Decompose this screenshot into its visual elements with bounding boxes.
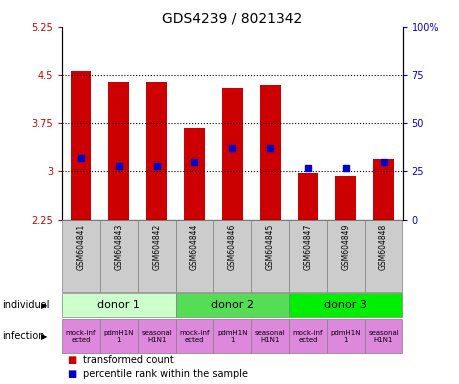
Bar: [335, 176, 355, 220]
Text: pdmH1N
1: pdmH1N 1: [330, 329, 360, 343]
Text: infection: infection: [2, 331, 45, 341]
Bar: [326, 220, 364, 292]
Text: percentile rank within the sample: percentile rank within the sample: [83, 369, 247, 379]
Text: GSM604845: GSM604845: [265, 223, 274, 270]
Text: pdmH1N
1: pdmH1N 1: [103, 329, 134, 343]
Text: ▶: ▶: [41, 301, 48, 310]
Bar: [364, 220, 402, 292]
Text: GSM604846: GSM604846: [227, 223, 236, 270]
Text: donor 2: donor 2: [210, 300, 253, 310]
Bar: [251, 319, 288, 353]
Bar: [71, 71, 91, 220]
Bar: [288, 293, 402, 317]
Bar: [221, 88, 242, 220]
Bar: [259, 85, 280, 220]
Text: ■: ■: [67, 369, 76, 379]
Text: mock-inf
ected: mock-inf ected: [292, 329, 323, 343]
Text: GSM604848: GSM604848: [378, 223, 387, 270]
Bar: [100, 319, 137, 353]
Text: mock-inf
ected: mock-inf ected: [66, 329, 96, 343]
Bar: [288, 220, 326, 292]
Bar: [62, 319, 100, 353]
Text: pdmH1N
1: pdmH1N 1: [217, 329, 247, 343]
Bar: [146, 81, 167, 220]
Bar: [175, 293, 288, 317]
Text: GSM604843: GSM604843: [114, 223, 123, 270]
Bar: [137, 319, 175, 353]
Text: GSM604847: GSM604847: [303, 223, 312, 270]
Text: GSM604842: GSM604842: [152, 223, 161, 270]
Bar: [213, 319, 251, 353]
Bar: [175, 319, 213, 353]
Bar: [297, 173, 318, 220]
Text: GSM604841: GSM604841: [76, 223, 85, 270]
Bar: [288, 319, 326, 353]
Text: seasonal
H1N1: seasonal H1N1: [141, 329, 172, 343]
Bar: [251, 220, 288, 292]
Bar: [62, 220, 100, 292]
Text: GSM604844: GSM604844: [190, 223, 199, 270]
Text: mock-inf
ected: mock-inf ected: [179, 329, 209, 343]
Bar: [137, 220, 175, 292]
Bar: [364, 319, 402, 353]
Bar: [184, 128, 204, 220]
Title: GDS4239 / 8021342: GDS4239 / 8021342: [162, 12, 302, 26]
Bar: [175, 220, 213, 292]
Text: individual: individual: [2, 300, 50, 310]
Bar: [213, 220, 251, 292]
Bar: [326, 319, 364, 353]
Text: ▶: ▶: [41, 332, 48, 341]
Text: donor 3: donor 3: [324, 300, 366, 310]
Bar: [62, 293, 175, 317]
Bar: [108, 81, 129, 220]
Text: seasonal
H1N1: seasonal H1N1: [254, 329, 285, 343]
Text: ■: ■: [67, 355, 76, 365]
Text: GSM604849: GSM604849: [341, 223, 349, 270]
Text: transformed count: transformed count: [83, 355, 173, 365]
Text: donor 1: donor 1: [97, 300, 140, 310]
Bar: [372, 159, 393, 220]
Bar: [100, 220, 137, 292]
Text: seasonal
H1N1: seasonal H1N1: [367, 329, 398, 343]
